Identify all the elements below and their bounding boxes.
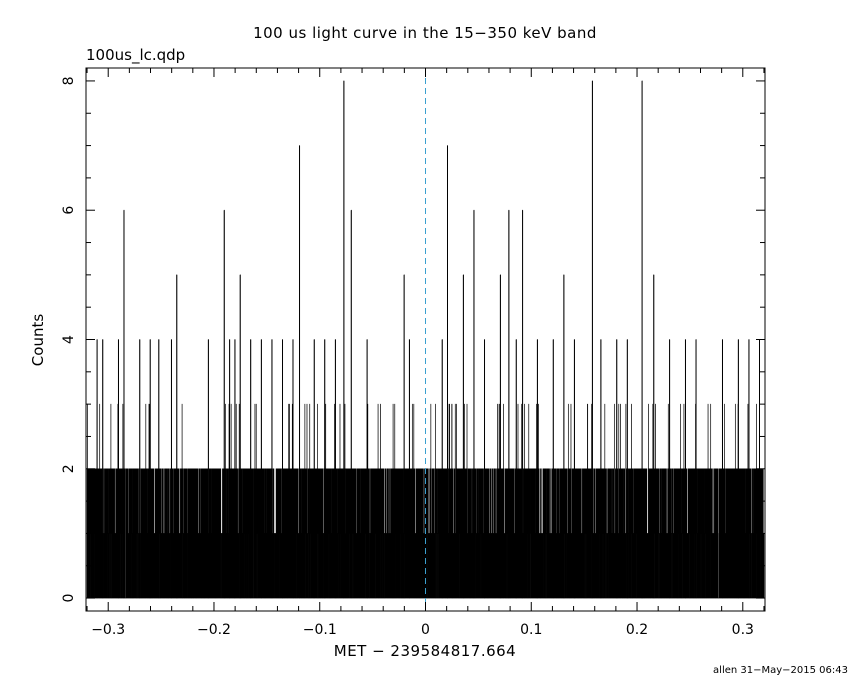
x-tick-label-5: 0.2 [626, 622, 648, 638]
footer-credit: allen 31−May−2015 06:43 [713, 665, 848, 676]
y-tick-label-1: 2 [61, 464, 77, 473]
x-tick-label-1: −0.2 [197, 622, 231, 638]
x-tick-label-4: 0.1 [520, 622, 542, 638]
y-tick-label-0: 0 [61, 594, 77, 603]
x-axis-label: MET − 239584817.664 [334, 642, 516, 660]
y-axis-ticks: 0 2 4 6 8 [61, 76, 765, 603]
y-axis-label: Counts [29, 314, 47, 367]
x-tick-label-2: −0.1 [303, 622, 337, 638]
x-tick-label-0: −0.3 [91, 622, 125, 638]
chart-subtitle: 100us_lc.qdp [86, 46, 185, 65]
chart-title: 100 us light curve in the 15−350 keV ban… [253, 24, 597, 42]
x-axis-ticks: −0.3 −0.2 −0.1 0 0.1 0.2 0.3 [86, 68, 765, 638]
y-tick-label-2: 4 [61, 335, 77, 344]
y-tick-label-3: 6 [61, 206, 77, 215]
x-tick-label-6: 0.3 [732, 622, 754, 638]
histogram-bars [86, 80, 765, 599]
y-tick-label-4: 8 [61, 76, 77, 85]
x-tick-label-3: 0 [421, 622, 430, 638]
histogram-fill [86, 80, 765, 599]
